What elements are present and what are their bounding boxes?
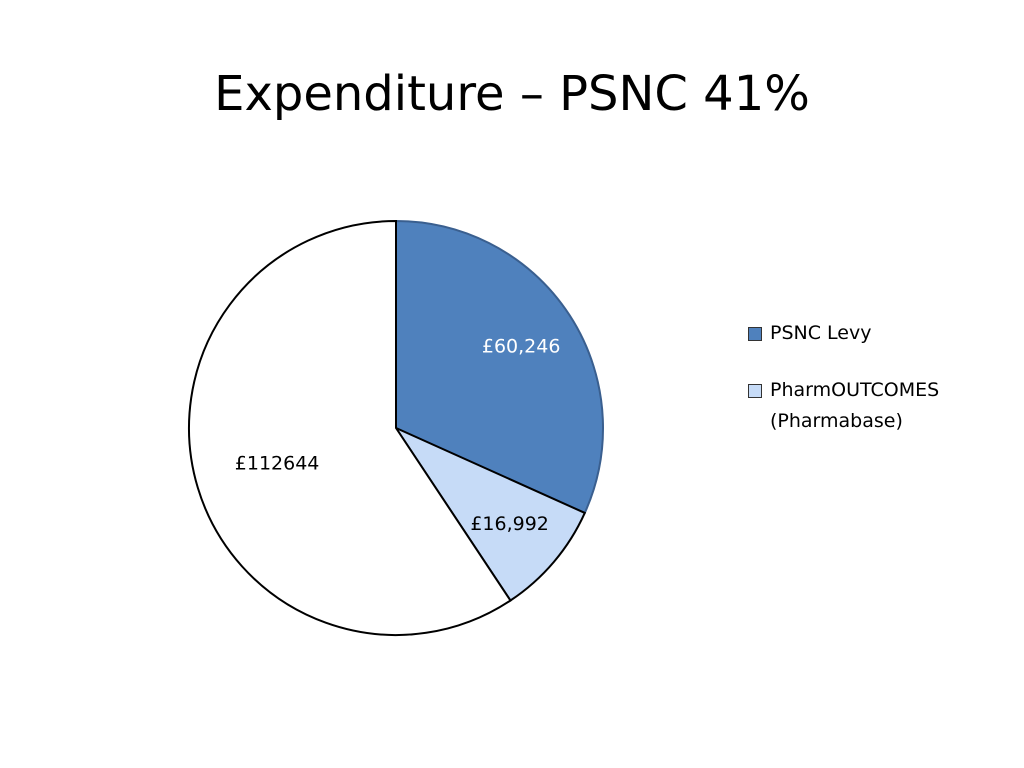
pie-slice xyxy=(393,425,587,602)
data-label: £112644 xyxy=(235,452,320,474)
legend-label: PSNC Levy xyxy=(770,322,872,344)
pie-slice xyxy=(188,219,512,636)
legend-entry: PharmOUTCOMES (Pharmabase) xyxy=(748,375,988,437)
legend: PSNC Levy PharmOUTCOMES (Pharmabase) xyxy=(748,318,988,463)
data-label: £60,246 xyxy=(482,336,561,358)
legend-swatch xyxy=(748,327,762,341)
legend-swatch xyxy=(748,384,762,398)
chart-title: Expenditure – PSNC 41% xyxy=(214,66,810,122)
data-label: £16,992 xyxy=(470,513,549,535)
legend-label: PharmOUTCOMES (Pharmabase) xyxy=(770,379,940,432)
pie-slice xyxy=(395,219,604,515)
legend-entry: PSNC Levy xyxy=(748,318,988,349)
